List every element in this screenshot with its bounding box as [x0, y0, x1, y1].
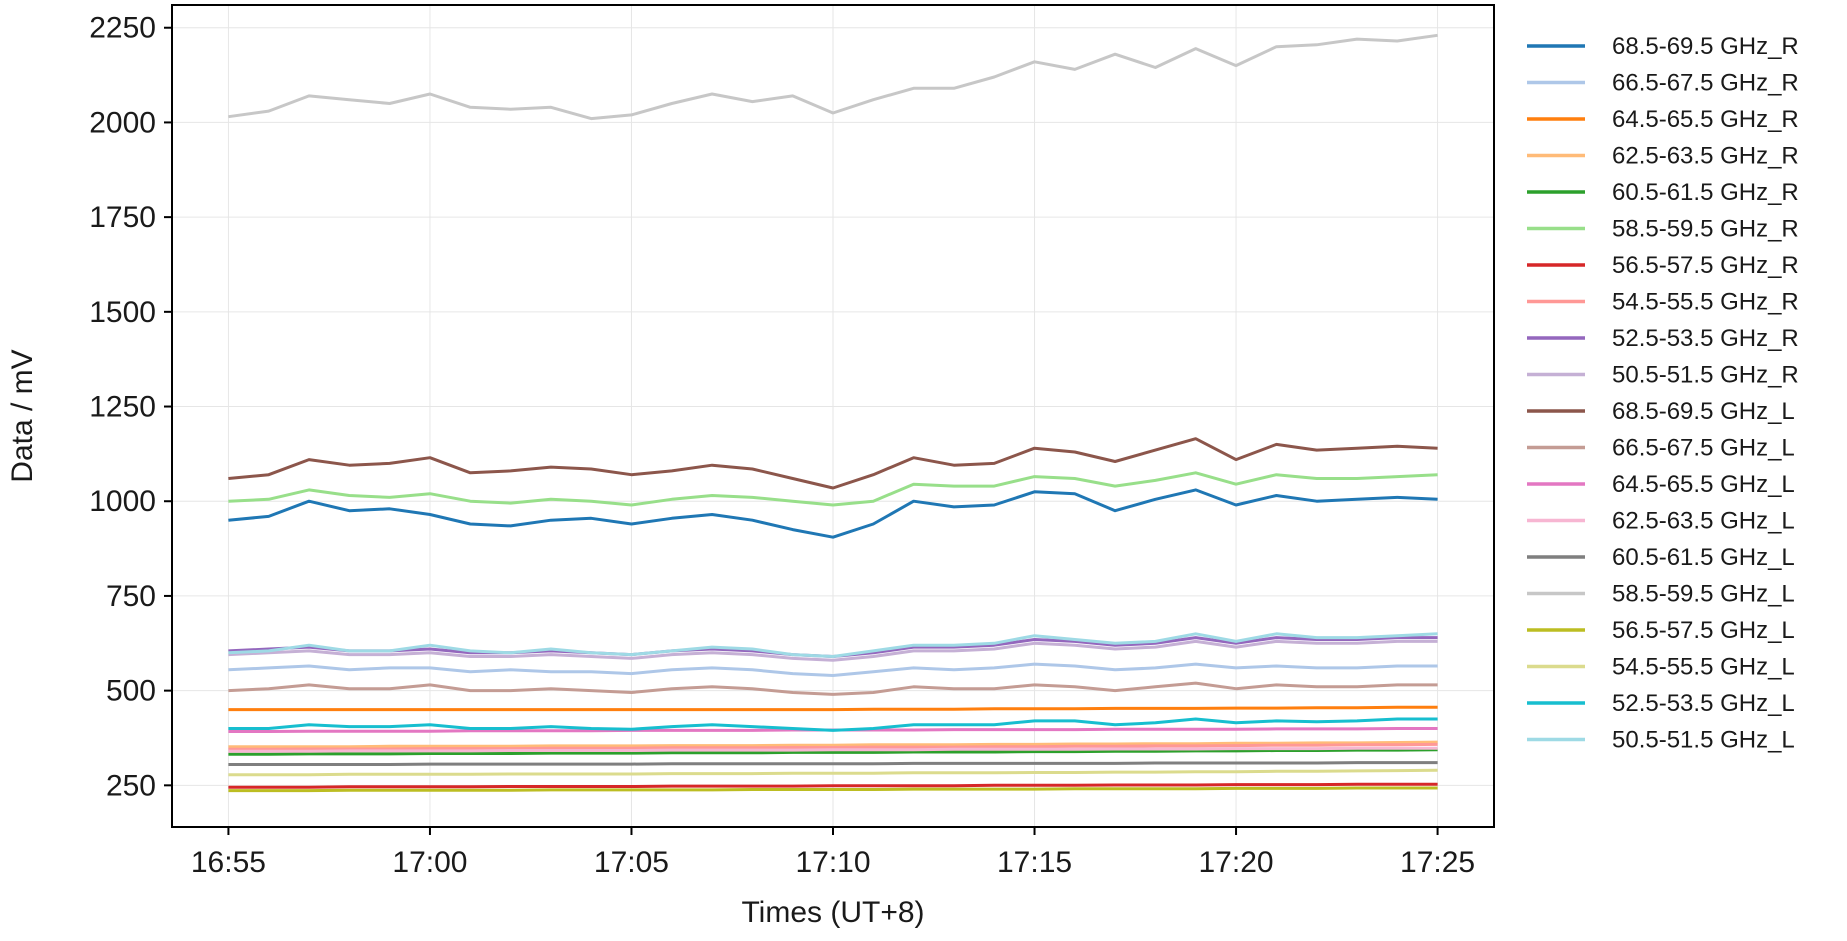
- y-tick-label: 1500: [89, 296, 156, 329]
- legend-label: 64.5-65.5 GHz_L: [1612, 471, 1795, 498]
- series-line: [228, 33, 1438, 121]
- x-axis: 16:55 17:00 17:05 17:10 17:15 17:20 17:25: [191, 827, 1475, 879]
- x-tick-label: 17:10: [795, 846, 870, 879]
- y-tick-label: 500: [106, 675, 156, 708]
- x-tick-label: 17:25: [1400, 846, 1475, 879]
- series-line: [228, 768, 1438, 777]
- legend-label: 58.5-59.5 GHz_L: [1612, 581, 1795, 608]
- y-tick-label: 2250: [89, 12, 156, 45]
- series-line: [228, 662, 1438, 677]
- series-line: [228, 632, 1438, 658]
- series-line: [228, 488, 1438, 539]
- x-tick-label: 16:55: [191, 846, 266, 879]
- legend-label: 60.5-61.5 GHz_R: [1612, 179, 1799, 206]
- x-axis-label: Times (UT+8): [741, 896, 924, 929]
- series-line: [228, 705, 1438, 712]
- y-tick-label: 250: [106, 769, 156, 802]
- x-tick-label: 17:00: [392, 846, 467, 879]
- legend-label: 66.5-67.5 GHz_L: [1612, 435, 1795, 462]
- series-lines: [228, 33, 1438, 793]
- series-line: [228, 437, 1438, 490]
- grid-lines: [172, 5, 1494, 827]
- series-line: [228, 471, 1438, 507]
- legend-label: 60.5-61.5 GHz_L: [1612, 544, 1795, 571]
- legend-label: 54.5-55.5 GHz_R: [1612, 289, 1799, 316]
- legend-label: 50.5-51.5 GHz_R: [1612, 362, 1799, 389]
- x-tick-label: 17:15: [997, 846, 1072, 879]
- series-line: [228, 746, 1438, 753]
- legend-label: 56.5-57.5 GHz_R: [1612, 252, 1799, 279]
- series-line: [228, 740, 1438, 749]
- legend-label: 54.5-55.5 GHz_L: [1612, 654, 1795, 681]
- y-tick-label: 2000: [89, 106, 156, 139]
- legend-label: 52.5-53.5 GHz_R: [1612, 325, 1799, 352]
- x-tick-label: 17:05: [594, 846, 669, 879]
- legend-label: 56.5-57.5 GHz_L: [1612, 617, 1795, 644]
- series-line: [228, 717, 1438, 732]
- y-axis: 250 500 750 1000 1250 1500 1750 2000 2250: [89, 12, 172, 802]
- legend-label: 52.5-53.5 GHz_L: [1612, 690, 1795, 717]
- legend-label: 50.5-51.5 GHz_L: [1612, 727, 1795, 754]
- y-tick-label: 1250: [89, 391, 156, 424]
- series-line: [228, 786, 1438, 793]
- series-line: [228, 681, 1438, 696]
- legend: 68.5-69.5 GHz_R 66.5-67.5 GHz_R 64.5-65.5 …: [1527, 33, 1799, 754]
- y-axis-label: Data / mV: [6, 349, 39, 482]
- legend-label: 66.5-67.5 GHz_R: [1612, 70, 1799, 97]
- y-tick-label: 750: [106, 580, 156, 613]
- series-line: [228, 748, 1438, 756]
- series-line: [228, 639, 1438, 662]
- legend-label: 62.5-63.5 GHz_R: [1612, 143, 1799, 170]
- legend-label: 68.5-69.5 GHz_R: [1612, 33, 1799, 60]
- y-tick-label: 1750: [89, 201, 156, 234]
- legend-label: 62.5-63.5 GHz_L: [1612, 508, 1795, 535]
- legend-label: 68.5-69.5 GHz_L: [1612, 398, 1795, 425]
- y-tick-label: 1000: [89, 485, 156, 518]
- legend-label: 64.5-65.5 GHz_R: [1612, 106, 1799, 133]
- legend-label: 58.5-59.5 GHz_R: [1612, 216, 1799, 243]
- x-tick-label: 17:20: [1199, 846, 1274, 879]
- series-line: [228, 782, 1438, 789]
- series-line: [228, 742, 1438, 751]
- series-line: [228, 761, 1438, 766]
